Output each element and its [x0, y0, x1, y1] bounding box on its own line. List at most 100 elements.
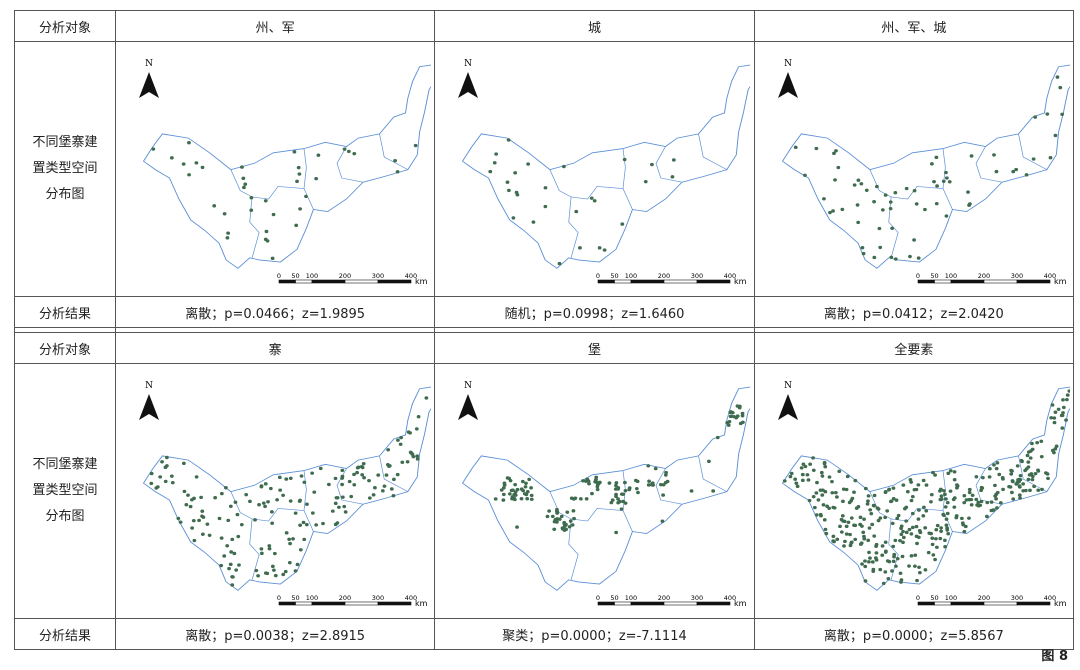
site-point: [841, 487, 846, 491]
site-point: [861, 251, 866, 256]
site-point: [494, 152, 499, 156]
site-point: [292, 150, 297, 154]
site-point: [278, 488, 283, 492]
site-point: [901, 483, 906, 487]
site-point: [149, 471, 154, 476]
site-point: [201, 515, 206, 519]
site-point: [943, 170, 948, 175]
site-point: [502, 492, 507, 497]
site-point: [878, 516, 883, 520]
site-point: [899, 526, 903, 531]
scale-tick: 300: [372, 594, 384, 602]
site-point: [889, 255, 894, 259]
site-point: [939, 497, 944, 501]
site-point: [302, 537, 307, 542]
site-point: [585, 497, 590, 501]
scale-tick: 400: [724, 594, 736, 602]
scale-segment: [598, 601, 616, 606]
site-point: [1009, 490, 1014, 495]
scale-segment: [614, 601, 632, 606]
site-point: [859, 524, 864, 528]
site-point: [818, 512, 823, 517]
site-point: [962, 494, 967, 498]
site-point: [924, 483, 929, 487]
site-point: [299, 474, 304, 478]
site-point: [793, 145, 798, 150]
scale-tick: 100: [625, 272, 637, 280]
site-point: [532, 220, 536, 224]
site-point: [181, 162, 186, 166]
site-point: [620, 492, 625, 496]
site-point: [654, 466, 659, 471]
site-point: [840, 519, 845, 523]
site-point: [913, 553, 917, 557]
site-point: [270, 521, 275, 525]
site-point: [664, 473, 669, 477]
site-point: [944, 176, 949, 180]
site-point: [812, 505, 817, 510]
scale-segment: [697, 279, 731, 284]
site-point: [834, 495, 839, 499]
site-point: [616, 501, 621, 505]
site-point: [906, 564, 911, 568]
site-point: [835, 537, 839, 541]
scale-unit: km: [415, 277, 428, 286]
site-point: [226, 518, 231, 523]
site-point: [1001, 487, 1005, 492]
site-point: [233, 500, 238, 504]
site-point: [934, 201, 939, 206]
site-point: [890, 521, 895, 526]
site-point: [987, 467, 992, 471]
site-point: [413, 143, 418, 148]
site-point: [384, 473, 389, 477]
site-point: [1052, 416, 1056, 420]
site-point: [866, 494, 871, 498]
site-point: [827, 210, 832, 215]
site-point: [194, 475, 199, 479]
site-point: [187, 141, 191, 145]
site-point: [827, 475, 832, 479]
site-point: [819, 470, 824, 475]
site-point: [393, 158, 398, 163]
map-cell: N 0 50 100 200 300 400 km: [114, 363, 436, 619]
site-point: [997, 472, 1002, 477]
site-point: [934, 528, 938, 532]
site-point: [217, 516, 222, 521]
site-point: [349, 494, 354, 499]
site-point: [1028, 456, 1033, 460]
site-point: [288, 541, 293, 546]
panel-title: 州、军: [114, 10, 436, 42]
scale-segment: [983, 279, 1018, 284]
site-point: [573, 496, 578, 500]
site-point: [415, 427, 419, 431]
site-point: [558, 517, 563, 521]
site-point: [874, 551, 879, 555]
scale-unit: km: [415, 599, 428, 608]
site-point: [837, 524, 842, 529]
scale-segment: [377, 279, 412, 284]
site-point: [807, 498, 812, 503]
site-point: [831, 505, 835, 510]
site-point: [800, 478, 805, 483]
site-point: [269, 486, 273, 491]
site-point: [360, 465, 365, 470]
site-point: [234, 568, 239, 572]
site-point: [880, 544, 885, 548]
district-boundary: [336, 468, 364, 505]
site-point: [291, 537, 296, 541]
site-point: [1018, 473, 1023, 478]
site-point: [274, 573, 278, 578]
site-point: [222, 554, 227, 558]
site-point: [821, 503, 826, 507]
site-point: [1014, 167, 1018, 172]
site-point: [1053, 447, 1058, 451]
site-point: [814, 513, 819, 517]
site-point: [967, 498, 971, 502]
site-point: [609, 500, 614, 505]
site-point: [293, 569, 298, 573]
site-point: [948, 469, 953, 473]
site-point: [962, 529, 967, 534]
site-point: [788, 474, 793, 479]
